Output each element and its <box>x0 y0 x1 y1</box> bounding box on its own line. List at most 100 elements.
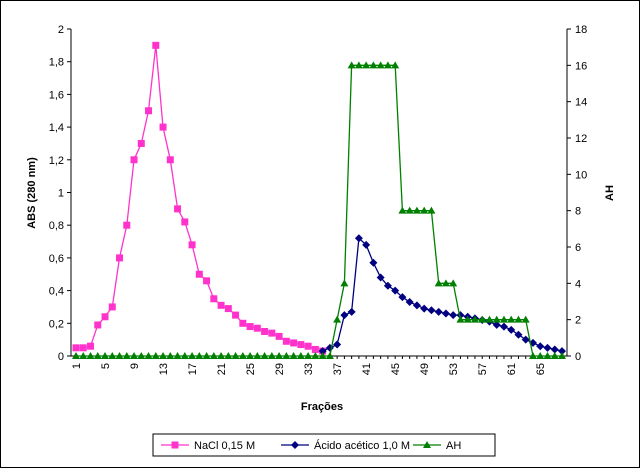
data-point <box>376 273 385 282</box>
data-point <box>507 325 516 334</box>
data-point <box>434 279 443 287</box>
x-tick-label: 41 <box>361 363 373 375</box>
data-point <box>188 241 196 249</box>
data-point <box>311 352 320 359</box>
data-point <box>72 344 80 352</box>
x-tick-label: 21 <box>216 363 228 375</box>
y-left-tick-label: 1,2 <box>49 155 64 167</box>
data-point <box>492 320 501 329</box>
data-point <box>536 352 545 359</box>
data-point <box>369 258 378 267</box>
data-point <box>369 61 378 69</box>
data-point <box>123 221 131 229</box>
legend-label: AH <box>446 440 461 452</box>
data-point <box>296 352 305 359</box>
data-point <box>383 281 392 290</box>
x-tick-label: 61 <box>506 363 518 375</box>
y-left-tick-label: 1,4 <box>49 122 64 134</box>
y-axis-left-label: ABS (280 nm) <box>26 157 38 229</box>
y-right-tick-label: 12 <box>575 133 587 145</box>
data-point <box>420 206 429 214</box>
legend-marker <box>171 441 179 449</box>
data-point <box>558 352 566 359</box>
axes: 00,20,40,60,811,21,41,61,820246810121416… <box>49 24 588 375</box>
data-point <box>427 306 436 315</box>
data-point <box>492 315 501 323</box>
legend-label: NaCl 0,15 M <box>194 440 255 452</box>
x-tick-label: 1 <box>71 363 83 369</box>
x-tick-label: 33 <box>303 363 315 375</box>
data-point <box>137 139 145 147</box>
y-left-tick-label: 0 <box>58 351 64 363</box>
y-right-tick-label: 10 <box>575 169 587 181</box>
x-axis-label: Frações <box>301 401 343 413</box>
x-tick-label: 57 <box>477 363 489 375</box>
data-point <box>340 311 349 320</box>
data-point <box>507 315 516 323</box>
data-point <box>202 352 211 359</box>
data-point <box>217 352 226 359</box>
data-point <box>209 352 218 359</box>
data-point <box>289 352 298 359</box>
data-point <box>318 352 327 359</box>
series-2 <box>72 61 566 359</box>
data-point <box>232 311 240 319</box>
series-0 <box>72 41 327 355</box>
data-point <box>340 279 349 287</box>
data-point <box>159 123 167 131</box>
data-point <box>543 352 552 359</box>
legend-marker <box>291 441 299 449</box>
data-point <box>463 315 472 323</box>
data-point <box>362 240 371 249</box>
data-point <box>159 352 168 359</box>
y-left-tick-label: 1,6 <box>49 89 64 101</box>
data-point <box>151 352 160 359</box>
data-point <box>290 339 298 347</box>
data-point <box>203 277 211 285</box>
data-point <box>224 305 232 313</box>
legend-box <box>152 433 496 457</box>
data-point <box>282 352 291 359</box>
data-point <box>470 315 479 323</box>
y-left-tick-label: 0,4 <box>49 286 64 298</box>
data-point <box>528 352 537 359</box>
legend-label: Ácido acético 1,0 M <box>314 439 410 452</box>
data-point <box>174 205 182 213</box>
data-point <box>72 352 80 359</box>
data-point <box>166 352 175 359</box>
data-point <box>282 337 290 345</box>
data-point <box>195 352 204 359</box>
y-left-tick-label: 0,2 <box>49 318 64 330</box>
data-point <box>297 341 305 349</box>
data-point <box>405 206 414 214</box>
data-point <box>499 315 508 323</box>
data-point <box>137 352 146 359</box>
data-point <box>391 61 400 69</box>
data-point <box>304 342 312 350</box>
x-tick-label: 37 <box>332 363 344 375</box>
data-point <box>79 352 88 359</box>
x-tick-label: 5 <box>100 363 112 369</box>
data-point <box>246 323 254 331</box>
data-point <box>398 293 407 302</box>
x-tick-label: 25 <box>245 363 257 375</box>
data-point <box>253 352 262 359</box>
x-tick-label: 29 <box>274 363 286 375</box>
data-point <box>376 61 385 69</box>
data-point <box>101 352 110 359</box>
data-point <box>122 352 131 359</box>
data-point <box>188 352 197 359</box>
y-right-tick-label: 8 <box>575 206 581 218</box>
data-point <box>412 206 421 214</box>
data-point <box>441 279 450 287</box>
data-point <box>427 206 436 214</box>
y-axis-right-label: AH <box>604 185 616 201</box>
x-tick-label: 65 <box>535 363 547 375</box>
data-point <box>181 218 189 226</box>
y-right-tick-label: 6 <box>575 242 581 254</box>
data-point <box>275 332 283 340</box>
series-line <box>322 236 563 352</box>
data-point <box>514 330 523 339</box>
